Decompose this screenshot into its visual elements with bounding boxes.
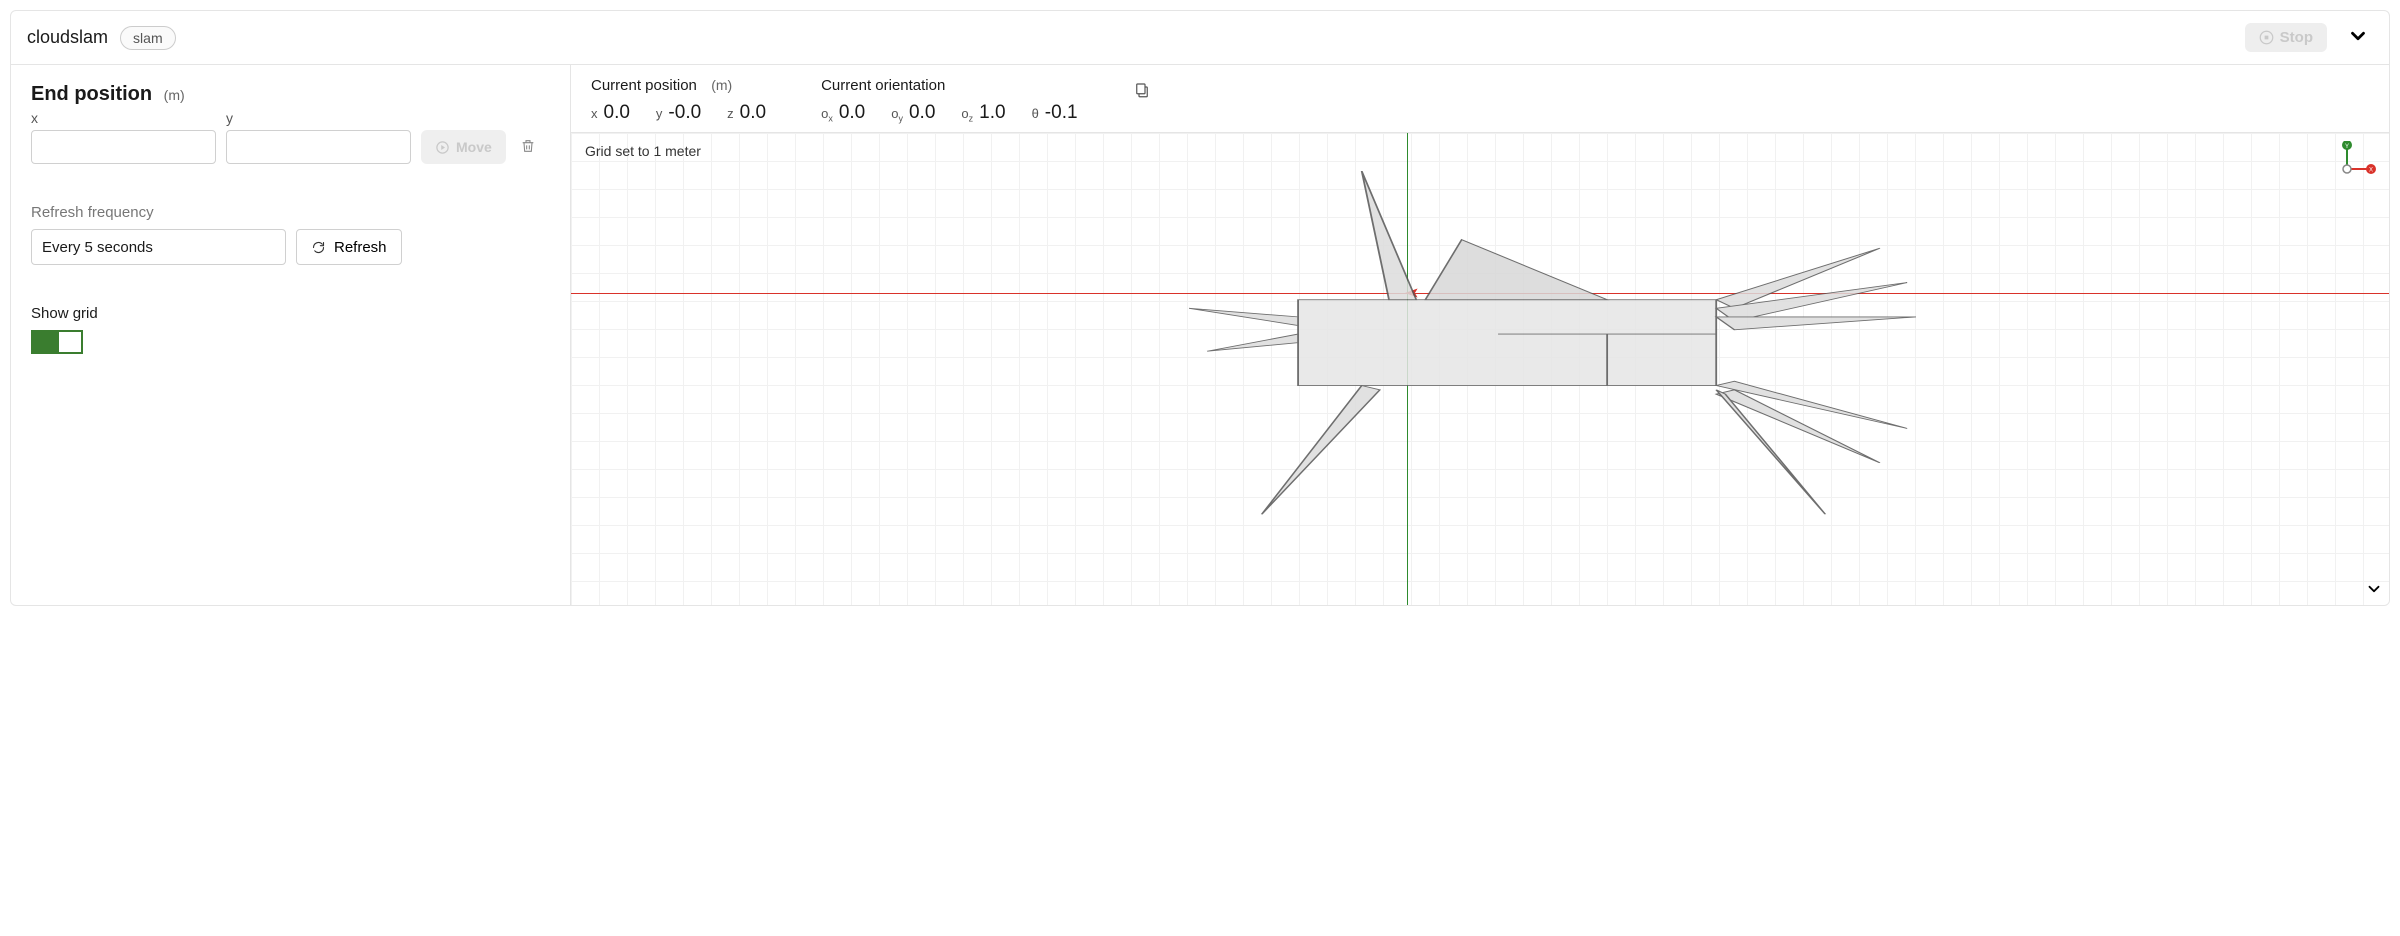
refresh-frequency-value: Every 5 seconds <box>42 239 153 256</box>
pos-y: y-0.0 <box>656 102 701 124</box>
panel-header: cloudslam slam Stop <box>11 11 2389 65</box>
x-label: x <box>31 110 216 126</box>
play-circle-icon <box>435 140 450 155</box>
component-type-tag: slam <box>120 26 176 50</box>
move-button[interactable]: Move <box>421 130 506 164</box>
y-axis-line <box>1407 133 1408 605</box>
refresh-frequency-label: Refresh frequency <box>31 204 550 221</box>
visualization-column: Current position (m) x0.0 y-0.0 z0.0 Cur… <box>571 65 2389 605</box>
x-axis-line <box>571 293 2389 294</box>
component-name: cloudslam <box>27 27 108 48</box>
copy-pose-button[interactable] <box>1133 81 1151 102</box>
end-position-x-input[interactable] <box>31 130 216 164</box>
show-grid-label: Show grid <box>31 305 550 322</box>
current-position-group: Current position (m) x0.0 y-0.0 z0.0 <box>591 77 766 124</box>
panel-body: End position (m) x y Move <box>11 65 2389 605</box>
current-position-unit: (m) <box>711 77 732 93</box>
slam-map-pointcloud <box>1189 171 1916 549</box>
copy-icon <box>1133 81 1151 99</box>
show-grid-section: Show grid <box>31 305 550 354</box>
current-orientation-title: Current orientation <box>821 77 1077 94</box>
viewport-expand-toggle[interactable] <box>2365 580 2383 601</box>
refresh-button-label: Refresh <box>334 239 387 256</box>
end-position-y-input[interactable] <box>226 130 411 164</box>
end-position-unit: (m) <box>164 87 185 103</box>
ori-theta: θ-0.1 <box>1032 102 1078 124</box>
readouts-row: Current position (m) x0.0 y-0.0 z0.0 Cur… <box>571 65 2389 132</box>
current-position-title: Current position <box>591 77 697 94</box>
end-position-section: End position (m) x y Move <box>31 83 550 164</box>
robot-pose-arrow <box>1405 286 1423 303</box>
show-grid-toggle[interactable] <box>31 330 83 354</box>
slam-component-panel: cloudslam slam Stop End position (m) x <box>10 10 2390 606</box>
refresh-button[interactable]: Refresh <box>296 229 402 265</box>
move-button-label: Move <box>456 139 492 155</box>
toggle-knob <box>59 332 81 352</box>
map-viewport[interactable]: Grid set to 1 meter <box>571 132 2389 605</box>
end-position-title: End position (m) <box>31 83 550 106</box>
trash-icon <box>520 137 536 155</box>
ori-ox: ox0.0 <box>821 102 865 124</box>
pos-x: x0.0 <box>591 102 630 124</box>
refresh-frequency-select[interactable]: Every 5 seconds <box>31 229 286 265</box>
stop-button[interactable]: Stop <box>2245 23 2327 52</box>
ori-oy: oy0.0 <box>891 102 935 124</box>
svg-text:X: X <box>2369 168 2373 174</box>
refresh-section: Refresh frequency Every 5 seconds Refres… <box>31 204 550 265</box>
stop-icon <box>2259 30 2274 45</box>
collapse-toggle[interactable] <box>2343 21 2373 54</box>
ori-oz: oz1.0 <box>961 102 1005 124</box>
chevron-down-icon <box>2347 25 2369 47</box>
clear-end-position-button[interactable] <box>516 130 540 164</box>
refresh-icon <box>311 240 326 255</box>
controls-column: End position (m) x y Move <box>11 65 571 605</box>
grid-scale-note: Grid set to 1 meter <box>585 143 701 159</box>
current-orientation-group: Current orientation ox0.0 oy0.0 oz1.0 θ-… <box>821 77 1077 124</box>
stop-button-label: Stop <box>2280 29 2313 46</box>
y-label: y <box>226 110 411 126</box>
pos-z: z0.0 <box>727 102 766 124</box>
svg-text:Y: Y <box>2345 144 2349 150</box>
axis-compass: Y X <box>2329 141 2377 184</box>
chevron-down-icon <box>2365 580 2383 598</box>
